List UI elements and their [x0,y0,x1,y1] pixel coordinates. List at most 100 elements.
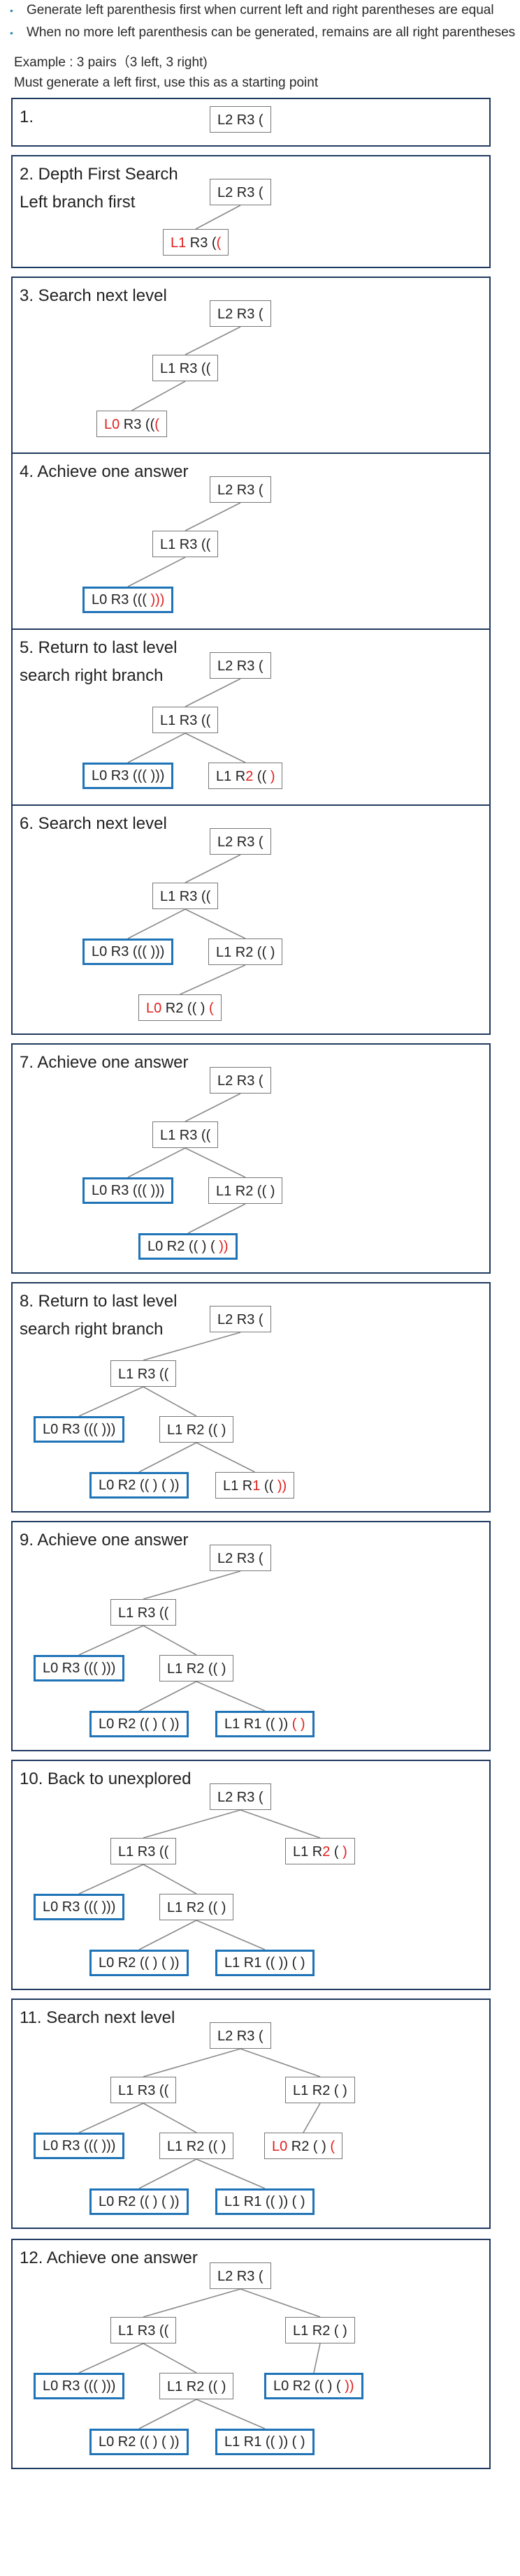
answer-node: L0 R3 ((( ))) [34,1416,125,1443]
step-panel: 4. Achieve one answer L2 R3 (L1 R3 ((L0 R… [11,452,491,633]
tree-edge [185,1093,241,1122]
tree-node: L1 R3 (( [152,707,219,733]
node-text: L1 R3 (( [160,713,211,728]
highlight-text: L0 [272,2139,288,2154]
highlight-text: ( ) [291,1716,305,1732]
node-text: L1 R2 (( ) [167,2139,226,2154]
step-title-line: 2. Depth First Search [20,165,178,184]
answer-node: L1 R1 (( )) ( ) [215,2188,315,2215]
tree-node: L2 R3 ( [210,300,271,327]
node-text: L1 R3 (( [160,361,211,376]
tree-edge [143,1864,197,1894]
bullet-dot-icon: • [10,5,13,16]
node-text: L0 R2 (( ) ( )) [99,2194,180,2209]
tree-edge [138,2399,197,2429]
node-text: L0 R3 ((( ))) [43,2378,116,2394]
highlight-text: ( [330,2139,335,2154]
highlight-text: ))) [146,592,165,608]
tree-edge [127,1147,186,1178]
node-text: L0 R3 ((( ))) [43,1899,116,1915]
node-text: L1 R3 (( [118,1367,169,1382]
tree-edge [240,2048,321,2077]
tree-edge [240,2288,321,2318]
tree-edge [196,1442,255,1473]
tree-node: L2 R3 ( [210,828,271,855]
answer-node: L0 R3 ((( ))) [82,1177,174,1204]
tree-node: L1 R2 (( ) [159,1655,234,1681]
step-title-line: 3. Search next level [20,286,167,305]
node-text: R2 ( ) [287,2139,331,2154]
node-text: L1 R1 (( )) ( ) [224,1955,305,1971]
answer-node: L0 R2 (( ) ( )) [89,1950,189,1976]
answer-node: L0 R3 ((( ))) [34,1894,125,1920]
step-title: 1. [20,103,34,131]
tree-edge [127,908,186,939]
highlight-text: L1 [171,235,187,251]
step-title-line: 11. Search next level [20,2008,175,2027]
answer-node: L0 R2 (( ) ( )) [89,2429,189,2455]
answer-node: L0 R2 (( ) ( )) [264,2373,363,2399]
node-text: L0 R2 (( ) ( )) [99,1716,180,1732]
step-title: 8. Return to last level search right bran… [20,1288,177,1344]
node-text: L2 R3 ( [217,185,263,200]
starting-point-note: Must generate a left first, use this as … [14,75,319,90]
highlight-text: ( [154,417,159,432]
node-text: L0 R2 (( ) ( [147,1239,215,1254]
node-text: (( [260,1478,277,1494]
tree-node: L1 R3 (( [110,2317,177,2343]
tree-edge [185,854,241,883]
step-panel: 3. Search next level L2 R3 ( L1 R3 (( L0 R3… [11,277,491,457]
tree-edge [138,2158,197,2189]
tree-edge [143,1625,197,1656]
node-text: L1 R3 (( [160,1128,211,1143]
node-text: L2 R3 ( [217,112,263,128]
node-text: ( [330,1844,343,1860]
step-title-line: search right branch [20,666,164,685]
highlight-text: ( [216,235,222,251]
node-text: L1 R3 (( [160,889,211,904]
node-text: L1 R2 (( ) [167,2379,226,2394]
step-panel: 7. Achieve one answer L2 R3 (L1 R3 ((L0 R… [11,1043,491,1274]
example-text: Example : 3 pairs（3 left, 3 right) [14,55,208,70]
step-title-line: 5. Return to last level [20,638,178,657]
node-text: R3 ( [186,235,217,251]
step-panel: 12. Achieve one answer L2 R3 (L1 R3 ((L1 … [11,2239,491,2469]
step-panel: 2. Depth First Search Left branch first L2… [11,155,491,268]
tree-node: L1 R3 (( [110,1360,177,1387]
node-text: L1 R3 (( [118,2323,169,2339]
tree-edge [185,326,241,355]
step-panel: 10. Back to unexplored L2 R3 (L1 R3 ((L1 … [11,1760,491,1990]
node-text: L2 R3 ( [217,1312,263,1327]
node-text: L0 R2 (( ) ( )) [99,1478,180,1493]
intro-bullet: • Generate left parenthesis first when cu… [10,3,494,17]
tree-node: L0 R3 ((( [96,411,167,437]
step-panel: 1. L2 R3 ( [11,98,491,147]
node-text: L1 R2 ( ) [293,2323,347,2339]
tree-edge [185,502,241,531]
node-text: L0 R2 (( ) ( )) [99,2434,180,2450]
highlight-text: ( [209,1001,214,1016]
tree-edge [131,381,186,411]
tree-edge [78,1864,144,1894]
tree-edge [143,2103,197,2133]
tree-edge [185,678,241,707]
tree-edge [78,1386,144,1417]
tree-node: L1 R3 (( [152,1121,219,1148]
node-text: L1 R3 (( [160,537,211,552]
node-text: L1 R2 (( ) [167,1661,226,1677]
node-text: L2 R3 ( [217,658,263,674]
tree-node: L1 R2 (( ) [208,763,283,789]
highlight-text: L0 [104,417,120,432]
intro-bullet: • When no more left parenthesis can be ge… [10,25,516,40]
node-text: L2 R3 ( [217,1551,263,1566]
node-text: L1 R2 (( ) [167,1900,226,1915]
step-title: 10. Back to unexplored [20,1765,192,1793]
highlight-text: 2 [322,1844,331,1860]
step-panel: 6. Search next level L2 R3 (L1 R3 ((L0 R3… [11,804,491,1035]
answer-node: L0 R3 ((( ))) [34,1655,125,1681]
step-title: 11. Search next level [20,2004,175,2032]
node-text: L1 R [216,769,246,784]
tree-edge [127,557,186,587]
answer-node: L0 R3 ((( ))) [34,2133,125,2159]
highlight-text: L0 [146,1001,162,1016]
